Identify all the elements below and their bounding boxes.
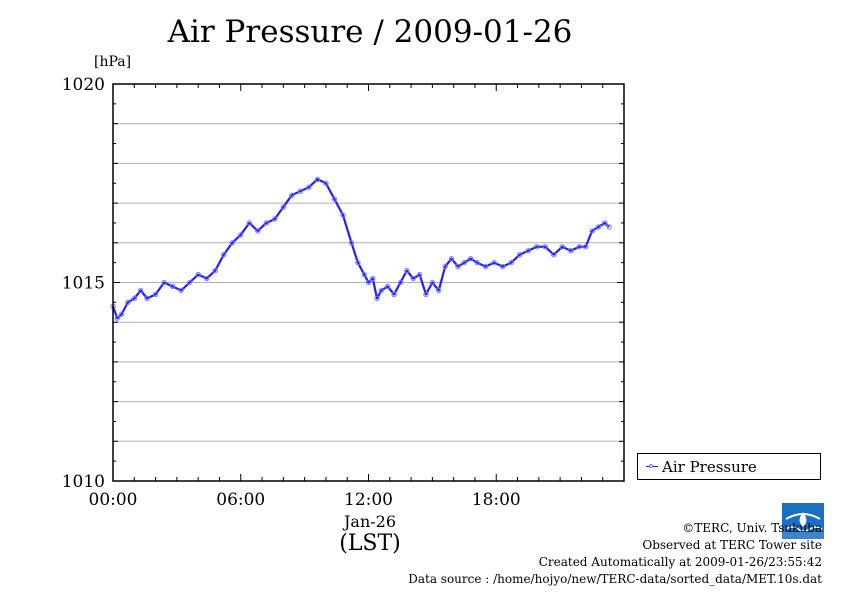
data-point: [468, 255, 474, 262]
data-point: [534, 244, 540, 250]
footer: ©TERC, Univ. Tsukuba Observed at TERC To…: [408, 520, 822, 588]
y-tick-label: 1010: [62, 472, 105, 492]
data-point: [423, 291, 429, 298]
terc-logo-icon: [782, 503, 824, 539]
chart-title: Air Pressure / 2009-01-26: [167, 14, 573, 50]
data-point: [161, 279, 167, 286]
data-point: [404, 267, 410, 274]
data-point: [595, 224, 602, 230]
data-point: [525, 248, 531, 254]
data-point: [442, 263, 448, 270]
data-point: [559, 244, 565, 250]
data-point: [589, 228, 595, 234]
legend-swatch: [646, 464, 658, 468]
data-point: [306, 184, 312, 190]
data-point: [542, 244, 548, 250]
data-point: [272, 216, 278, 222]
data-point: [374, 295, 380, 302]
data-point: [416, 271, 423, 278]
data-point: [289, 192, 295, 198]
axis-ticks: 1010 1015 1020 00:00 06:00 12:00 18:00: [62, 75, 625, 510]
data-point: [314, 176, 321, 182]
data-point: [114, 315, 120, 321]
data-point: [361, 271, 367, 278]
observed-text: Observed at TERC Tower site: [642, 538, 822, 552]
legend: Air Pressure: [637, 453, 821, 480]
data-point: [186, 279, 193, 286]
data-point: [602, 220, 608, 226]
grid-lines: [113, 123, 624, 442]
data-point: [378, 287, 384, 294]
data-point: [203, 275, 210, 282]
data-point: [474, 259, 480, 266]
data-point: [508, 259, 514, 266]
x-axis-date-label: Jan-26: [343, 512, 397, 531]
legend-label: Air Pressure: [662, 457, 757, 476]
data-point: [137, 287, 144, 294]
x-tick-label: 06:00: [216, 490, 265, 510]
data-point: [169, 283, 176, 290]
x-tick-label: 18:00: [472, 490, 521, 510]
data-point: [144, 295, 150, 302]
y-tick-label: 1015: [62, 274, 105, 294]
created-text: Created Automatically at 2009-01-26/23:5…: [538, 555, 822, 569]
data-point: [331, 196, 338, 202]
x-tick-label: 12:00: [344, 490, 393, 510]
data-point: [297, 188, 304, 194]
data-point: [491, 259, 497, 266]
data-point: [340, 212, 346, 218]
data-point: [238, 232, 244, 238]
series-group: [110, 176, 612, 321]
data-point: [229, 240, 235, 246]
x-axis-zone-label: (LST): [339, 531, 401, 556]
data-point: [429, 279, 436, 286]
data-point: [131, 295, 137, 302]
copyright-text: ©TERC, Univ. Tsukuba: [682, 521, 822, 535]
data-point: [212, 267, 218, 274]
data-point: [263, 220, 269, 226]
data-point: [384, 283, 391, 290]
data-point: [355, 259, 361, 266]
data-point: [125, 299, 131, 306]
data-point: [568, 248, 574, 254]
data-point: [221, 252, 227, 258]
x-tick-label: 00:00: [89, 490, 138, 510]
data-point: [576, 244, 582, 250]
data-point: [391, 291, 397, 298]
data-point: [397, 279, 404, 286]
data-point: [178, 287, 184, 294]
y-tick-label: 1020: [62, 75, 105, 95]
data-point: [606, 224, 612, 230]
data-point: [280, 204, 287, 210]
data-point: [448, 255, 455, 262]
data-point: [370, 275, 376, 282]
data-point: [348, 240, 355, 246]
data-point: [482, 263, 489, 270]
data-point: [436, 287, 442, 294]
data-point: [365, 279, 372, 286]
data-point: [516, 252, 523, 258]
y-axis-unit: [hPa]: [94, 54, 132, 70]
data-point: [152, 291, 159, 298]
data-point: [582, 244, 589, 250]
data-point: [461, 259, 468, 266]
source-text: Data source : /home/hojyo/new/TERC-data/…: [408, 572, 822, 586]
data-point: [499, 263, 506, 270]
series-line: [111, 178, 610, 320]
data-point: [195, 271, 201, 278]
data-point: [255, 228, 261, 234]
data-point: [551, 252, 557, 258]
data-point: [455, 263, 461, 270]
data-point: [323, 180, 329, 186]
data-point: [410, 275, 416, 282]
data-point: [118, 311, 125, 317]
data-point: [246, 220, 252, 226]
